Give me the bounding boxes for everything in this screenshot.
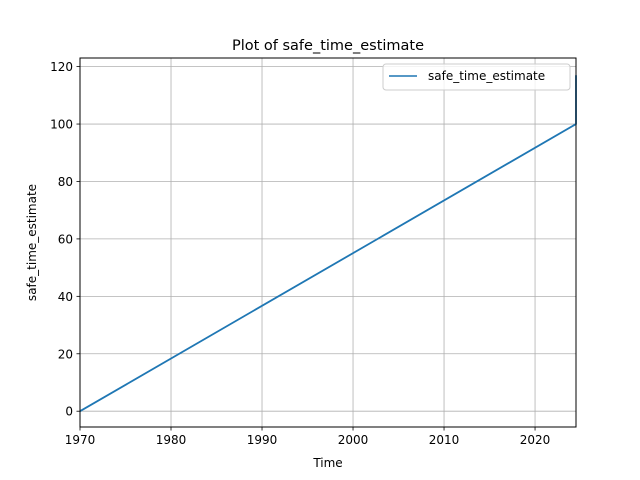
legend-box (382, 63, 571, 91)
y-tick-label: 20 (58, 347, 73, 361)
x-axis-title: Time (312, 456, 342, 470)
y-axis-title: safe_time_estimate (25, 184, 39, 301)
x-tick-label: 1970 (65, 433, 96, 447)
legend-label: safe_time_estimate (428, 69, 545, 83)
x-tick-label: 2020 (520, 433, 551, 447)
y-tick-label: 0 (65, 405, 73, 419)
x-tick-label: 1980 (156, 433, 187, 447)
chart-title: Plot of safe_time_estimate (232, 38, 424, 54)
ticks: 1970 1980 1990 2000 2010 2020 0 20 40 60 80 100 120 (50, 60, 550, 447)
x-tick-label: 2000 (338, 433, 369, 447)
legend: safe_time_estimate (382, 63, 571, 91)
y-tick-label: 60 (58, 232, 73, 246)
y-tick-label: 100 (50, 118, 73, 132)
y-tick-label: 80 (58, 175, 73, 189)
y-tick-label: 120 (50, 60, 73, 74)
y-tick-label: 40 (58, 290, 73, 304)
plot-frame (79, 57, 577, 428)
grid (79, 58, 576, 427)
x-tick-label: 2010 (429, 433, 460, 447)
x-tick-label: 1990 (247, 433, 278, 447)
